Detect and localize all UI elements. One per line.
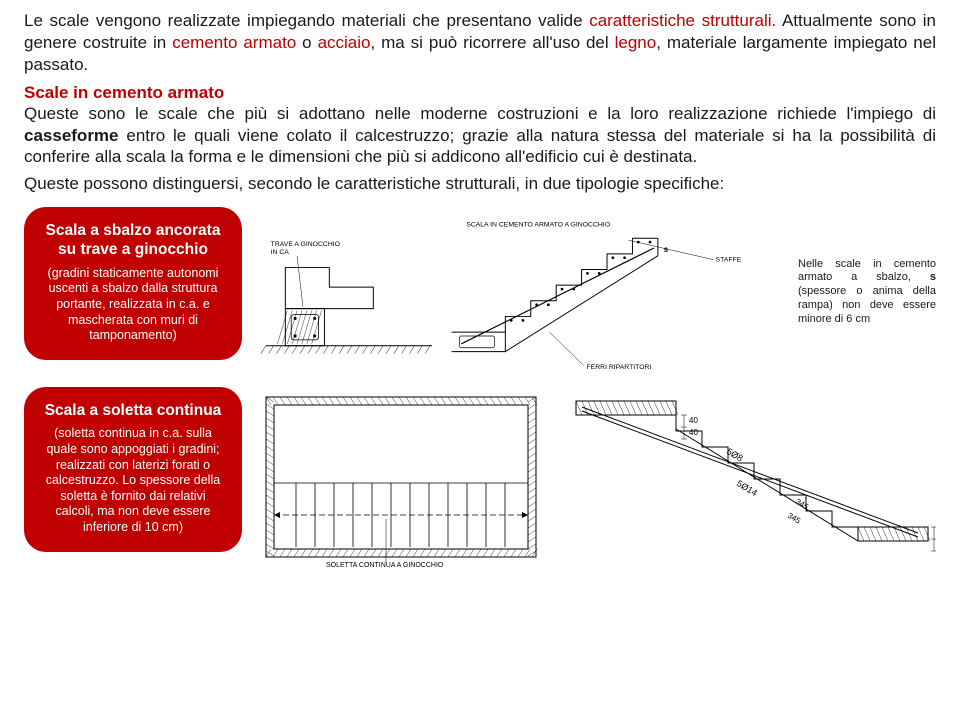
type-block-1: Scala a sbalzo ancorata su trave a ginoc… xyxy=(24,207,936,377)
card-sbalzo: Scala a sbalzo ancorata su trave a ginoc… xyxy=(24,207,242,360)
section-body-2: Queste possono distinguersi, secondo le … xyxy=(24,173,936,194)
svg-text:345: 345 xyxy=(794,497,811,512)
card-desc: (gradini staticamente autonomi uscenti a… xyxy=(40,266,226,344)
card-soletta: Scala a soletta continua (soletta contin… xyxy=(24,387,242,552)
svg-text:345: 345 xyxy=(786,511,803,526)
diagram-sbalzo: TRAVE A GINOCCHIOIN CA SCALA IN CEMENTO A… xyxy=(256,207,784,377)
section-body-1: Queste sono le scale che più si adottano… xyxy=(24,103,936,167)
card-desc: (soletta continua in c.a. sulla quale so… xyxy=(40,426,226,535)
svg-text:s: s xyxy=(664,245,669,254)
card-title: Scala a soletta continua xyxy=(40,401,226,420)
svg-text:SOLETTA CONTINUA A GINOCCHIO: SOLETTA CONTINUA A GINOCCHIO xyxy=(326,562,444,567)
svg-text:40: 40 xyxy=(689,428,698,437)
svg-text:5Ø14: 5Ø14 xyxy=(735,478,759,498)
svg-text:FERRI RIPARTITORI: FERRI RIPARTITORI xyxy=(586,364,651,371)
svg-text:STAFFE: STAFFE xyxy=(716,257,742,264)
diagram-soletta: SOLETTA CONTINUA A GINOCCHIO5Ø85Ø1440403… xyxy=(256,387,936,567)
svg-text:SCALA IN CEMENTO ARMATO A GINO: SCALA IN CEMENTO ARMATO A GINOCCHIO xyxy=(466,221,610,228)
section-heading: Scale in cemento armato xyxy=(24,83,936,103)
intro-paragraph: Le scale vengono realizzate impiegando m… xyxy=(24,10,936,75)
side-caption: Nelle scale in cemento armato a sbalzo, … xyxy=(798,258,936,327)
card-title: Scala a sbalzo ancorata su trave a ginoc… xyxy=(40,221,226,260)
svg-text:IN CA: IN CA xyxy=(271,249,290,256)
svg-text:40: 40 xyxy=(689,416,698,425)
svg-text:TRAVE A GINOCCHIO: TRAVE A GINOCCHIO xyxy=(271,241,340,248)
type-block-2: Scala a soletta continua (soletta contin… xyxy=(24,387,936,567)
